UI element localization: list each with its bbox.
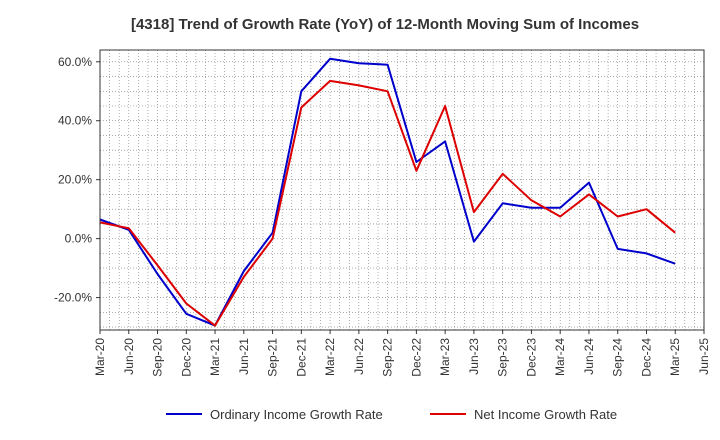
y-tick-label: 20.0%: [58, 173, 92, 187]
series-line-2: [99, 79, 676, 327]
x-tick-label: Jun-24: [582, 338, 596, 375]
legend-label-1: Ordinary Income Growth Rate: [210, 407, 383, 422]
x-tick-label: Jun-21: [237, 338, 251, 375]
x-tick-label: Sep-22: [381, 338, 395, 377]
x-tick-label: Mar-21: [208, 338, 222, 376]
y-tick-label: 60.0%: [58, 55, 92, 69]
y-tick-label: 40.0%: [58, 114, 92, 128]
x-tick-label: Sep-24: [611, 338, 625, 377]
legend: Ordinary Income Growth Rate Net Income Gr…: [166, 407, 617, 422]
chart-title: [4318] Trend of Growth Rate (YoY) of 12-…: [131, 16, 639, 33]
x-tick-label: Mar-23: [438, 338, 452, 376]
x-tick-label: Jun-25: [697, 338, 711, 375]
x-tick-label: Jun-20: [122, 338, 136, 375]
x-tick-label: Dec-24: [639, 338, 653, 377]
grid: [100, 50, 704, 330]
x-tick-label: Jun-22: [352, 338, 366, 375]
x-tick-label: Mar-25: [668, 338, 682, 376]
x-tick-label: Mar-24: [553, 338, 567, 376]
x-tick-label: Mar-20: [93, 338, 107, 376]
x-tick-label: Sep-21: [266, 338, 280, 377]
x-tick-label: Sep-20: [151, 338, 165, 377]
x-tick-label: Dec-21: [294, 338, 308, 377]
x-tick-label: Dec-23: [524, 338, 538, 377]
x-tick-label: Sep-23: [496, 338, 510, 377]
x-axis: Mar-20 Jun-20 Sep-20 Dec-20 Mar-21 Jun-21 Sep-…: [93, 330, 711, 377]
y-tick-label: 0.0%: [65, 232, 93, 246]
x-tick-label: Dec-20: [179, 338, 193, 377]
legend-label-2: Net Income Growth Rate: [474, 407, 617, 422]
y-tick-label: -20.0%: [54, 291, 92, 305]
series-lines: [99, 57, 676, 327]
x-tick-label: Dec-22: [409, 338, 423, 377]
series-line-1: [99, 57, 676, 327]
plot-frame: [99, 49, 705, 331]
y-axis: 60.0% 40.0% 20.0% 0.0% -20.0%: [54, 55, 100, 305]
x-tick-label: Mar-22: [323, 338, 337, 376]
x-tick-label: Jun-23: [467, 338, 481, 375]
